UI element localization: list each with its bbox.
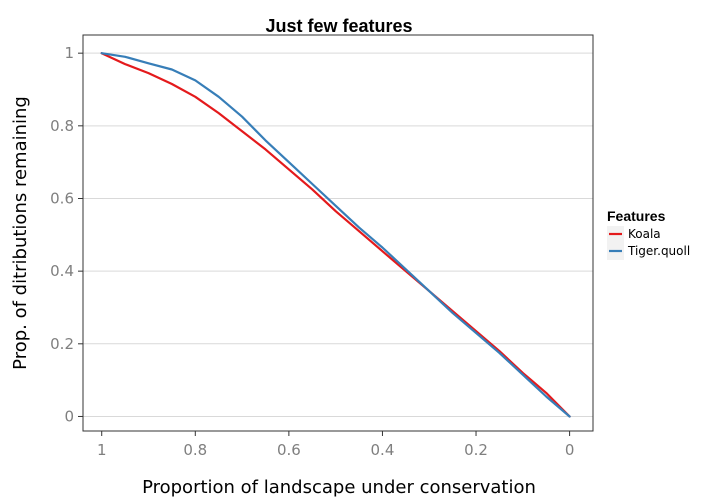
legend-label-koala: Koala xyxy=(628,227,661,241)
chart-title: Just few features xyxy=(265,16,412,36)
tick-layer: 0 0.2 0.4 0.6 0.8 1 1 0.8 0.6 0.4 0.2 0 xyxy=(50,44,574,459)
legend-items: Koala Tiger.quoll xyxy=(607,226,690,260)
x-tick-label: 0.2 xyxy=(464,441,488,459)
series-line-tiger-quoll xyxy=(100,52,571,418)
x-tick-label: 0 xyxy=(565,441,575,459)
x-axis-title: Proportion of landscape under conservati… xyxy=(142,477,536,498)
y-tick-label: 0.6 xyxy=(50,189,74,207)
y-axis-title: Prop. of ditributions remaining xyxy=(10,96,31,370)
x-tick-label: 0.4 xyxy=(371,441,395,459)
legend: Features Koala Tiger.quoll xyxy=(607,208,690,260)
legend-label-tiger-quoll: Tiger.quoll xyxy=(627,244,690,258)
y-tick-label: 1 xyxy=(64,44,74,62)
x-tick-label: 1 xyxy=(97,441,107,459)
legend-title: Features xyxy=(607,208,666,224)
grid-layer xyxy=(83,52,593,417)
y-tick-label: 0 xyxy=(64,407,74,425)
series-layer xyxy=(100,52,571,418)
plot-panel-border xyxy=(82,34,594,432)
y-tick-label: 0.8 xyxy=(50,117,74,135)
y-tick-label: 0.4 xyxy=(50,262,74,280)
x-tick-label: 0.6 xyxy=(277,441,301,459)
series-line-koala xyxy=(100,52,571,418)
x-tick-label: 0.8 xyxy=(183,441,207,459)
y-tick-label: 0.2 xyxy=(50,335,74,353)
